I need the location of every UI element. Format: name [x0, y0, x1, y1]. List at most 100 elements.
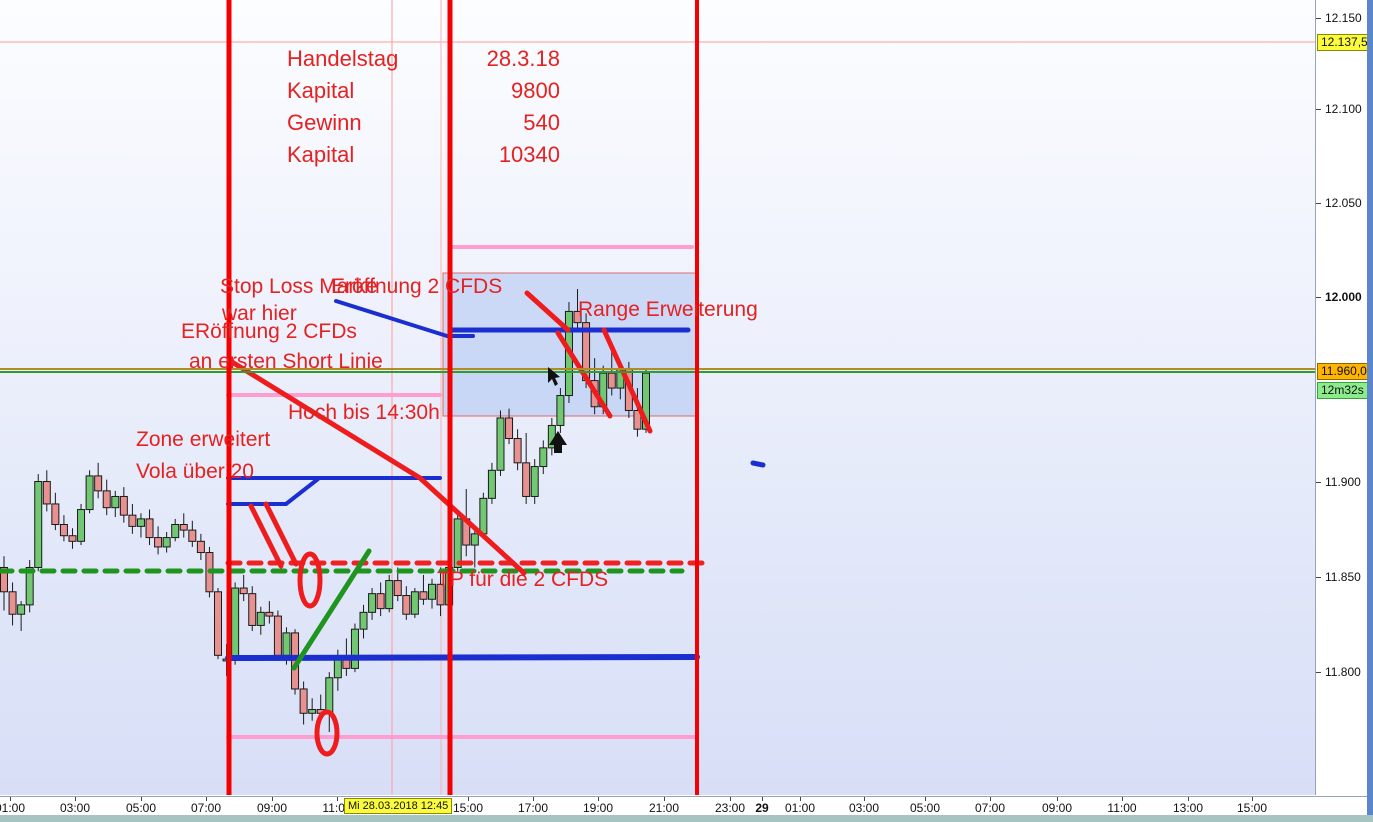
time-label: 19:00: [582, 801, 614, 815]
right-scroll-strip[interactable]: [1367, 0, 1373, 815]
candle-down: [94, 462, 103, 499]
stats-value: 10340: [498, 142, 560, 167]
note-war-hier[interactable]: war hier: [222, 302, 297, 325]
time-tick: [1188, 797, 1189, 801]
candle-down: [522, 432, 531, 504]
candle-down: [265, 601, 274, 624]
candle-body: [171, 523, 180, 539]
candle-up: [17, 601, 26, 632]
time-axis[interactable]: 01:00 03:00 05:00 07:00 09:00 11:00 15:00 17:00…: [0, 796, 1373, 816]
candle-body: [128, 514, 137, 527]
candle-up: [85, 470, 94, 514]
candle-body: [368, 593, 377, 613]
up-arrow-marker[interactable]: [549, 431, 567, 453]
time-label: 09:00: [256, 801, 288, 815]
candle-up: [556, 388, 565, 433]
candle-body: [522, 462, 531, 497]
candle-body: [607, 372, 616, 389]
blue-dash-marker[interactable]: [750, 460, 766, 468]
stats-row-gewinn[interactable]: Gewinn 540: [0, 110, 600, 140]
candle-body: [265, 611, 274, 617]
candle-body: [487, 469, 496, 499]
red-stroke-short-2[interactable]: [263, 501, 299, 567]
note-vola-ueber-20[interactable]: Vola über 20: [136, 460, 254, 483]
bottom-status-strip: [0, 815, 1373, 822]
candle-up: [77, 503, 86, 546]
time-label: 15:00: [1236, 801, 1268, 815]
candle-down: [196, 533, 205, 561]
candle-up: [308, 698, 317, 721]
candle-down: [68, 528, 77, 549]
time-tick: [1122, 797, 1123, 801]
candle-down: [145, 509, 154, 546]
time-label: 17:00: [517, 801, 549, 815]
candle-body: [496, 417, 505, 471]
candle-body: [470, 533, 479, 546]
blue-short-line[interactable]: [226, 477, 320, 506]
price-axis[interactable]: 12.150 12.100 12.050 12.000 11.900 11.850 11.8…: [1316, 0, 1372, 815]
candle-body: [77, 509, 86, 542]
red-circle-lower[interactable]: [314, 709, 340, 757]
crosshair-time-label: Mi 28.03.2018 12:45: [344, 798, 453, 814]
candle-down: [51, 492, 60, 531]
candle-body: [453, 518, 462, 568]
candle-up: [368, 588, 377, 620]
candle-up: [539, 440, 548, 475]
note-tp-fuer-2-cfds[interactable]: TP für die 2 CFDS: [437, 568, 609, 591]
blue-stoploss-trendline[interactable]: [334, 299, 475, 338]
chart-plot-area[interactable]: Handelstag 28.3.18 Kapital 9800 Gewinn 5…: [0, 0, 1316, 795]
red-main-diagonal[interactable]: [229, 359, 527, 576]
candle-down: [102, 479, 111, 516]
red-stroke-short-1[interactable]: [248, 503, 284, 569]
candle-body: [505, 417, 514, 440]
candle-body: [25, 566, 34, 606]
time-tick: [1252, 797, 1253, 801]
candle-body: [119, 495, 128, 516]
time-label: 05:00: [125, 801, 157, 815]
time-tick: [990, 797, 991, 801]
time-tick: [272, 797, 273, 801]
candlestick-chart: [0, 0, 1315, 795]
candle-body: [410, 591, 419, 615]
time-label: 03:00: [848, 801, 880, 815]
candle-up: [162, 531, 171, 553]
stats-row-kapital-end[interactable]: Kapital 10340: [0, 142, 600, 172]
stats-row-handelstag[interactable]: Handelstag 28.3.18: [0, 46, 600, 76]
green-trend-diagonal[interactable]: [291, 548, 372, 671]
blue-support-line[interactable]: [225, 654, 700, 661]
red-stroke-entry-3[interactable]: [601, 327, 653, 434]
time-tick: [10, 797, 11, 801]
note-zone-erweitert[interactable]: Zone erweitert: [136, 428, 271, 451]
note-an-ersten-short-linie[interactable]: an ersten Short Linie: [189, 350, 383, 373]
note-range-erweiterung[interactable]: Range Erweiterung: [578, 298, 758, 321]
candle-down: [239, 574, 248, 602]
candle-down: [0, 556, 8, 611]
candle-up: [359, 604, 368, 639]
note-eroeffnung-2-cfds[interactable]: Eröffnung 2 CFDS: [331, 275, 503, 298]
stats-label: Kapital: [287, 78, 355, 103]
candle-body: [111, 495, 120, 509]
time-tick: [1057, 797, 1058, 801]
candle-body: [573, 310, 582, 324]
candle-body: [162, 537, 171, 548]
candle-body: [308, 709, 317, 714]
candle-body: [282, 632, 291, 656]
time-tick: [864, 797, 865, 801]
stats-row-kapital-start[interactable]: Kapital 9800: [0, 78, 600, 108]
candle-down: [419, 574, 428, 605]
stats-label: Gewinn: [287, 110, 362, 135]
note-stop-loss-marke[interactable]: Stop Loss Marke: [220, 275, 378, 298]
candle-body: [34, 481, 43, 568]
red-circle-upper[interactable]: [297, 551, 323, 609]
note-hoch-bis-1430[interactable]: Hoch bis 14:30h: [288, 401, 440, 424]
red-stroke-entry-1[interactable]: [524, 290, 571, 333]
candle-body: [419, 591, 428, 600]
candle-body: [59, 523, 68, 537]
price-label: 12.000: [1325, 290, 1362, 304]
red-stroke-entry-2[interactable]: [555, 330, 613, 419]
note-eroeffnung-2-cfds-short[interactable]: ERöffnung 2 CFDs: [181, 320, 357, 343]
candle-down: [188, 520, 197, 547]
time-label: 21:00: [648, 801, 680, 815]
candle-body: [376, 593, 385, 610]
